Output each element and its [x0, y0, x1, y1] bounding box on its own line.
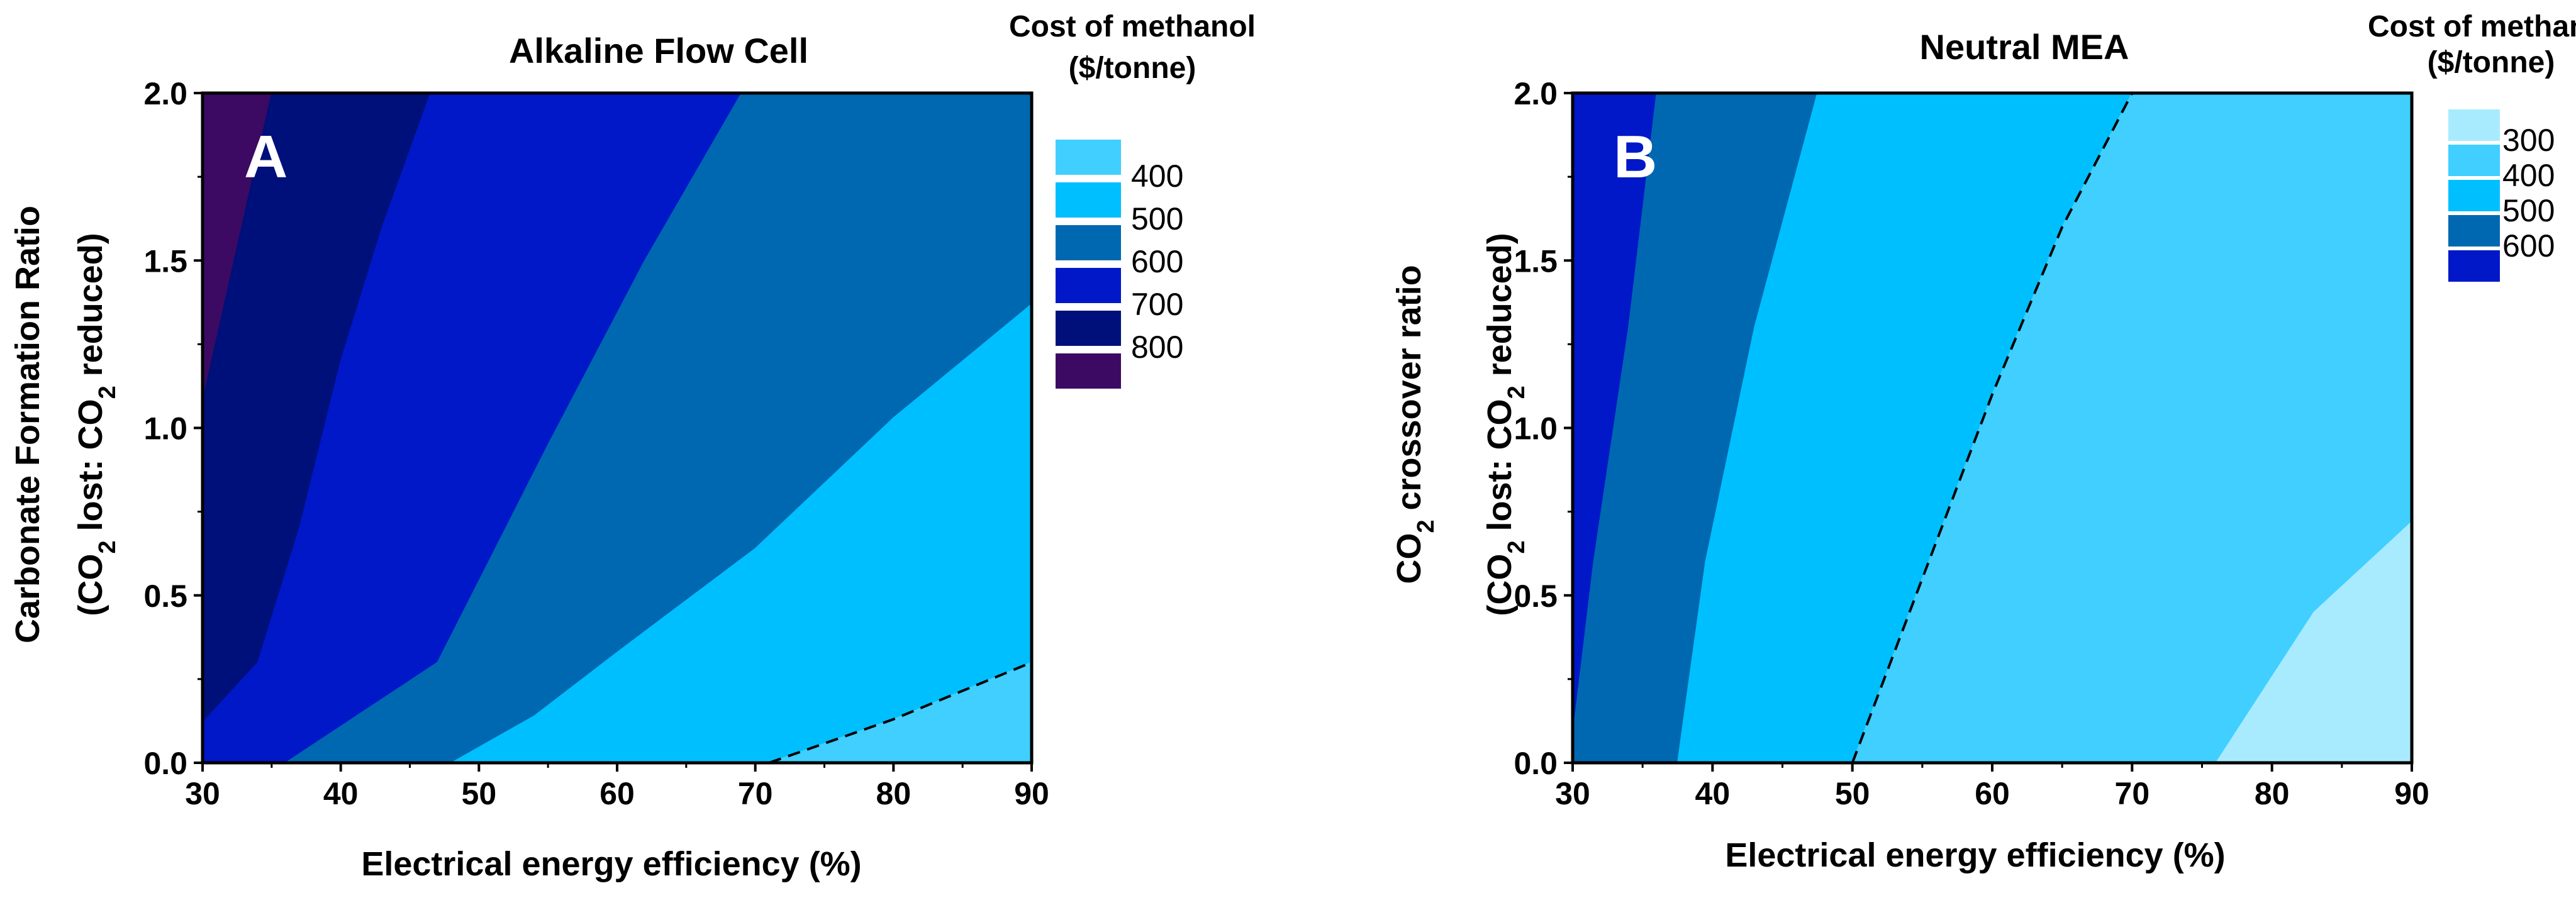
- legend-title-line1: Cost of methanol: [2368, 10, 2576, 43]
- x-tick-label: 80: [2255, 776, 2290, 811]
- legend-swatch: [2448, 145, 2500, 176]
- y-axis-label-b-line1: CO2 crossover ratio: [1390, 265, 1439, 584]
- x-tick-label: 90: [2394, 776, 2429, 811]
- panel-label-b: B: [1614, 123, 1657, 191]
- y-axis-label-b-line2: (CO2 lost: CO2 reduced): [1481, 233, 1530, 616]
- legend-swatch: [2448, 109, 2500, 141]
- x-tick-label: 40: [323, 776, 359, 811]
- legend-label: 600: [1131, 244, 1183, 279]
- y-tick-label: 1.0: [143, 411, 187, 446]
- contour-regions-b: [1572, 92, 2412, 763]
- y-tick-label: 0.0: [143, 746, 187, 781]
- chart-panel-b: 30 40 50 60 70 80 90 0.0 0.5 1.0 1.5 2.0 B Neutral …: [1390, 10, 2576, 874]
- legend-label: 600: [2502, 228, 2555, 263]
- legend-a: Cost of methanol ($/tonne) 400 500 600 700 800: [1009, 10, 1256, 389]
- x-tick-label: 50: [462, 776, 497, 811]
- y-axis-label-a-line2: (CO2 lost: CO2 reduced): [72, 233, 121, 616]
- chart-title-a: Alkaline Flow Cell: [509, 31, 808, 70]
- chart-panel-a: 30 40 50 60 70 80 90 0.0 0.5 1.0 1.5 2.0 A Alkaline…: [9, 10, 1256, 883]
- ticks-a: 30 40 50 60 70 80 90 0.0 0.5 1.0 1.5 2.0: [143, 76, 1049, 811]
- legend-label: 500: [2502, 193, 2555, 228]
- legend-swatch: [2448, 215, 2500, 247]
- legend-label: 400: [2502, 158, 2555, 193]
- contour-regions-a: [202, 92, 1032, 763]
- x-tick-label: 80: [876, 776, 912, 811]
- y-axis-label-a-line1: Carbonate Formation Ratio: [9, 206, 47, 643]
- legend-label: 400: [1131, 158, 1183, 194]
- y-tick-label: 2.0: [1514, 76, 1558, 111]
- legend-swatch: [1056, 140, 1121, 175]
- panel-label-a: A: [244, 123, 287, 191]
- ticks-b: 30 40 50 60 70 80 90 0.0 0.5 1.0 1.5 2.0: [1514, 76, 2429, 811]
- legend-label: 700: [1131, 287, 1183, 322]
- y-tick-label: 1.5: [143, 243, 187, 279]
- x-tick-label: 40: [1695, 776, 1731, 811]
- x-axis-label-a: Electrical energy efficiency (%): [361, 845, 861, 883]
- x-tick-label: 50: [1835, 776, 1870, 811]
- legend-swatch: [1056, 311, 1121, 346]
- legend-swatch: [1056, 353, 1121, 389]
- x-tick-label: 90: [1014, 776, 1049, 811]
- dashed-contour-a: [768, 661, 1032, 764]
- x-tick-label: 30: [185, 776, 220, 811]
- legend-swatch: [1056, 225, 1121, 260]
- dashed-contour-b: [1851, 92, 2134, 763]
- x-tick-label: 70: [2115, 776, 2150, 811]
- y-tick-label: 0.0: [1514, 746, 1558, 781]
- x-tick-label: 70: [738, 776, 773, 811]
- legend-label: 500: [1131, 201, 1183, 236]
- y-tick-label: 1.5: [1514, 243, 1558, 279]
- legend-swatch: [2448, 250, 2500, 282]
- x-tick-label: 30: [1555, 776, 1590, 811]
- legend-title-line1: Cost of methanol: [1009, 10, 1256, 43]
- legend-swatch: [1056, 268, 1121, 303]
- legend-label: 800: [1131, 330, 1183, 365]
- legend-title-line2: ($/tonne): [1069, 52, 1196, 85]
- y-tick-label: 0.5: [143, 579, 187, 614]
- chart-title-b: Neutral MEA: [1920, 27, 2129, 67]
- legend-swatch: [1056, 182, 1121, 218]
- y-tick-label: 0.5: [1514, 579, 1558, 614]
- x-tick-label: 60: [599, 776, 635, 811]
- y-tick-label: 1.0: [1514, 411, 1558, 446]
- legend-swatch: [2448, 180, 2500, 211]
- x-tick-label: 60: [1975, 776, 2010, 811]
- legend-title-line2: ($/tonne): [2428, 46, 2555, 79]
- legend-label: 300: [2502, 123, 2555, 158]
- y-tick-label: 2.0: [143, 76, 187, 111]
- x-axis-label-b: Electrical energy efficiency (%): [1725, 836, 2225, 874]
